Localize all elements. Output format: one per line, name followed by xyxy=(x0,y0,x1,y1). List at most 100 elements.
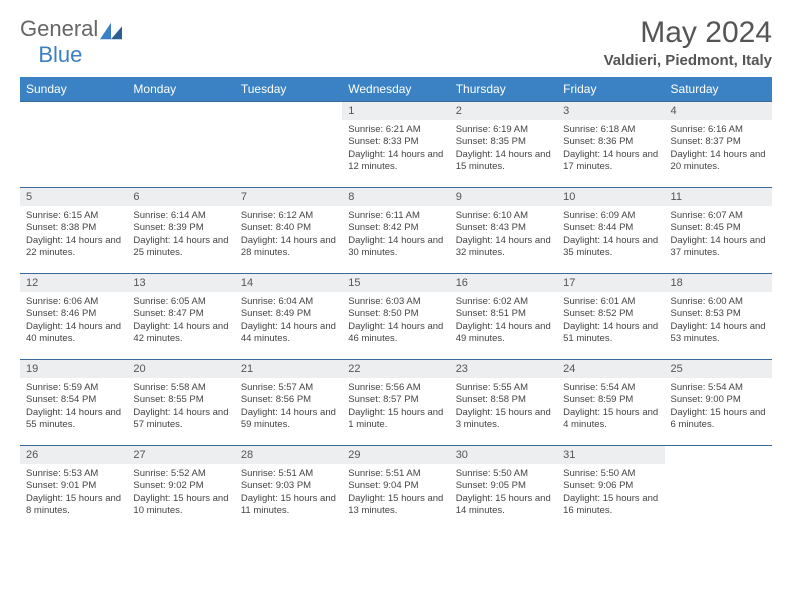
day-number: 10 xyxy=(557,188,664,206)
calendar-day-cell: 20Sunrise: 5:58 AMSunset: 8:55 PMDayligh… xyxy=(127,360,234,446)
weekday-header: Monday xyxy=(127,77,234,102)
day-number: 27 xyxy=(127,446,234,464)
calendar-day-cell: 13Sunrise: 6:05 AMSunset: 8:47 PMDayligh… xyxy=(127,274,234,360)
day-number: 28 xyxy=(235,446,342,464)
calendar-day-cell: 15Sunrise: 6:03 AMSunset: 8:50 PMDayligh… xyxy=(342,274,449,360)
calendar-day-cell: 23Sunrise: 5:55 AMSunset: 8:58 PMDayligh… xyxy=(450,360,557,446)
day-number: 5 xyxy=(20,188,127,206)
day-details: Sunrise: 5:53 AMSunset: 9:01 PMDaylight:… xyxy=(20,464,127,519)
day-details: Sunrise: 6:06 AMSunset: 8:46 PMDaylight:… xyxy=(20,292,127,347)
day-details: Sunrise: 6:05 AMSunset: 8:47 PMDaylight:… xyxy=(127,292,234,347)
day-details: Sunrise: 5:51 AMSunset: 9:04 PMDaylight:… xyxy=(342,464,449,519)
day-number: 8 xyxy=(342,188,449,206)
calendar-day-cell: 24Sunrise: 5:54 AMSunset: 8:59 PMDayligh… xyxy=(557,360,664,446)
day-details: Sunrise: 5:56 AMSunset: 8:57 PMDaylight:… xyxy=(342,378,449,433)
calendar-day-cell: 26Sunrise: 5:53 AMSunset: 9:01 PMDayligh… xyxy=(20,446,127,532)
day-details: Sunrise: 5:50 AMSunset: 9:06 PMDaylight:… xyxy=(557,464,664,519)
day-details: Sunrise: 6:02 AMSunset: 8:51 PMDaylight:… xyxy=(450,292,557,347)
day-details: Sunrise: 6:10 AMSunset: 8:43 PMDaylight:… xyxy=(450,206,557,261)
calendar-day-cell: 19Sunrise: 5:59 AMSunset: 8:54 PMDayligh… xyxy=(20,360,127,446)
day-number: 1 xyxy=(342,102,449,120)
day-number: 12 xyxy=(20,274,127,292)
day-number: 13 xyxy=(127,274,234,292)
day-details: Sunrise: 6:01 AMSunset: 8:52 PMDaylight:… xyxy=(557,292,664,347)
calendar-day-cell: 10Sunrise: 6:09 AMSunset: 8:44 PMDayligh… xyxy=(557,188,664,274)
day-details: Sunrise: 6:04 AMSunset: 8:49 PMDaylight:… xyxy=(235,292,342,347)
day-details: Sunrise: 6:09 AMSunset: 8:44 PMDaylight:… xyxy=(557,206,664,261)
day-number: 4 xyxy=(665,102,772,120)
calendar-week-row: 1Sunrise: 6:21 AMSunset: 8:33 PMDaylight… xyxy=(20,102,772,188)
calendar-day-cell: 27Sunrise: 5:52 AMSunset: 9:02 PMDayligh… xyxy=(127,446,234,532)
calendar-day-cell: 7Sunrise: 6:12 AMSunset: 8:40 PMDaylight… xyxy=(235,188,342,274)
day-details: Sunrise: 5:50 AMSunset: 9:05 PMDaylight:… xyxy=(450,464,557,519)
day-details: Sunrise: 5:54 AMSunset: 9:00 PMDaylight:… xyxy=(665,378,772,433)
calendar-header-row: SundayMondayTuesdayWednesdayThursdayFrid… xyxy=(20,77,772,102)
calendar-week-row: 5Sunrise: 6:15 AMSunset: 8:38 PMDaylight… xyxy=(20,188,772,274)
day-details: Sunrise: 6:14 AMSunset: 8:39 PMDaylight:… xyxy=(127,206,234,261)
calendar-day-cell: 12Sunrise: 6:06 AMSunset: 8:46 PMDayligh… xyxy=(20,274,127,360)
logo-text-blue-wrap: Blue xyxy=(20,42,82,68)
day-details: Sunrise: 5:51 AMSunset: 9:03 PMDaylight:… xyxy=(235,464,342,519)
day-details: Sunrise: 6:15 AMSunset: 8:38 PMDaylight:… xyxy=(20,206,127,261)
day-number: 14 xyxy=(235,274,342,292)
calendar-day-cell xyxy=(235,102,342,188)
calendar-day-cell: 3Sunrise: 6:18 AMSunset: 8:36 PMDaylight… xyxy=(557,102,664,188)
calendar-week-row: 12Sunrise: 6:06 AMSunset: 8:46 PMDayligh… xyxy=(20,274,772,360)
day-number: 24 xyxy=(557,360,664,378)
calendar-day-cell: 5Sunrise: 6:15 AMSunset: 8:38 PMDaylight… xyxy=(20,188,127,274)
logo-text-blue: Blue xyxy=(38,42,82,67)
weekday-header: Wednesday xyxy=(342,77,449,102)
weekday-header: Friday xyxy=(557,77,664,102)
day-details: Sunrise: 6:12 AMSunset: 8:40 PMDaylight:… xyxy=(235,206,342,261)
calendar-day-cell: 18Sunrise: 6:00 AMSunset: 8:53 PMDayligh… xyxy=(665,274,772,360)
day-details: Sunrise: 5:52 AMSunset: 9:02 PMDaylight:… xyxy=(127,464,234,519)
day-number: 22 xyxy=(342,360,449,378)
weekday-header: Sunday xyxy=(20,77,127,102)
day-number: 18 xyxy=(665,274,772,292)
day-number: 20 xyxy=(127,360,234,378)
day-number: 30 xyxy=(450,446,557,464)
day-number: 21 xyxy=(235,360,342,378)
day-number: 6 xyxy=(127,188,234,206)
title-block: May 2024 Valdieri, Piedmont, Italy xyxy=(604,16,772,69)
calendar-day-cell: 16Sunrise: 6:02 AMSunset: 8:51 PMDayligh… xyxy=(450,274,557,360)
day-details: Sunrise: 6:19 AMSunset: 8:35 PMDaylight:… xyxy=(450,120,557,175)
day-number: 3 xyxy=(557,102,664,120)
day-number: 29 xyxy=(342,446,449,464)
calendar-day-cell: 21Sunrise: 5:57 AMSunset: 8:56 PMDayligh… xyxy=(235,360,342,446)
calendar-day-cell: 1Sunrise: 6:21 AMSunset: 8:33 PMDaylight… xyxy=(342,102,449,188)
calendar-body: 1Sunrise: 6:21 AMSunset: 8:33 PMDaylight… xyxy=(20,102,772,532)
day-details: Sunrise: 5:59 AMSunset: 8:54 PMDaylight:… xyxy=(20,378,127,433)
day-number: 25 xyxy=(665,360,772,378)
calendar-day-cell: 6Sunrise: 6:14 AMSunset: 8:39 PMDaylight… xyxy=(127,188,234,274)
calendar-week-row: 26Sunrise: 5:53 AMSunset: 9:01 PMDayligh… xyxy=(20,446,772,532)
day-number: 2 xyxy=(450,102,557,120)
day-number: 23 xyxy=(450,360,557,378)
logo-text-general: General xyxy=(20,16,98,42)
day-number: 31 xyxy=(557,446,664,464)
day-number: 16 xyxy=(450,274,557,292)
calendar-day-cell: 22Sunrise: 5:56 AMSunset: 8:57 PMDayligh… xyxy=(342,360,449,446)
calendar-day-cell xyxy=(665,446,772,532)
day-details: Sunrise: 6:18 AMSunset: 8:36 PMDaylight:… xyxy=(557,120,664,175)
day-number: 19 xyxy=(20,360,127,378)
calendar-day-cell: 28Sunrise: 5:51 AMSunset: 9:03 PMDayligh… xyxy=(235,446,342,532)
header: General May 2024 Valdieri, Piedmont, Ita… xyxy=(20,16,772,69)
calendar-day-cell: 29Sunrise: 5:51 AMSunset: 9:04 PMDayligh… xyxy=(342,446,449,532)
weekday-header: Saturday xyxy=(665,77,772,102)
calendar-day-cell: 8Sunrise: 6:11 AMSunset: 8:42 PMDaylight… xyxy=(342,188,449,274)
calendar-day-cell: 4Sunrise: 6:16 AMSunset: 8:37 PMDaylight… xyxy=(665,102,772,188)
calendar-day-cell xyxy=(127,102,234,188)
day-details: Sunrise: 5:55 AMSunset: 8:58 PMDaylight:… xyxy=(450,378,557,433)
logo: General xyxy=(20,16,122,42)
day-number: 17 xyxy=(557,274,664,292)
day-details: Sunrise: 5:54 AMSunset: 8:59 PMDaylight:… xyxy=(557,378,664,433)
calendar-day-cell: 2Sunrise: 6:19 AMSunset: 8:35 PMDaylight… xyxy=(450,102,557,188)
calendar-day-cell: 14Sunrise: 6:04 AMSunset: 8:49 PMDayligh… xyxy=(235,274,342,360)
calendar-week-row: 19Sunrise: 5:59 AMSunset: 8:54 PMDayligh… xyxy=(20,360,772,446)
calendar-day-cell: 30Sunrise: 5:50 AMSunset: 9:05 PMDayligh… xyxy=(450,446,557,532)
day-number: 15 xyxy=(342,274,449,292)
location: Valdieri, Piedmont, Italy xyxy=(604,52,772,69)
day-details: Sunrise: 6:11 AMSunset: 8:42 PMDaylight:… xyxy=(342,206,449,261)
day-details: Sunrise: 6:03 AMSunset: 8:50 PMDaylight:… xyxy=(342,292,449,347)
